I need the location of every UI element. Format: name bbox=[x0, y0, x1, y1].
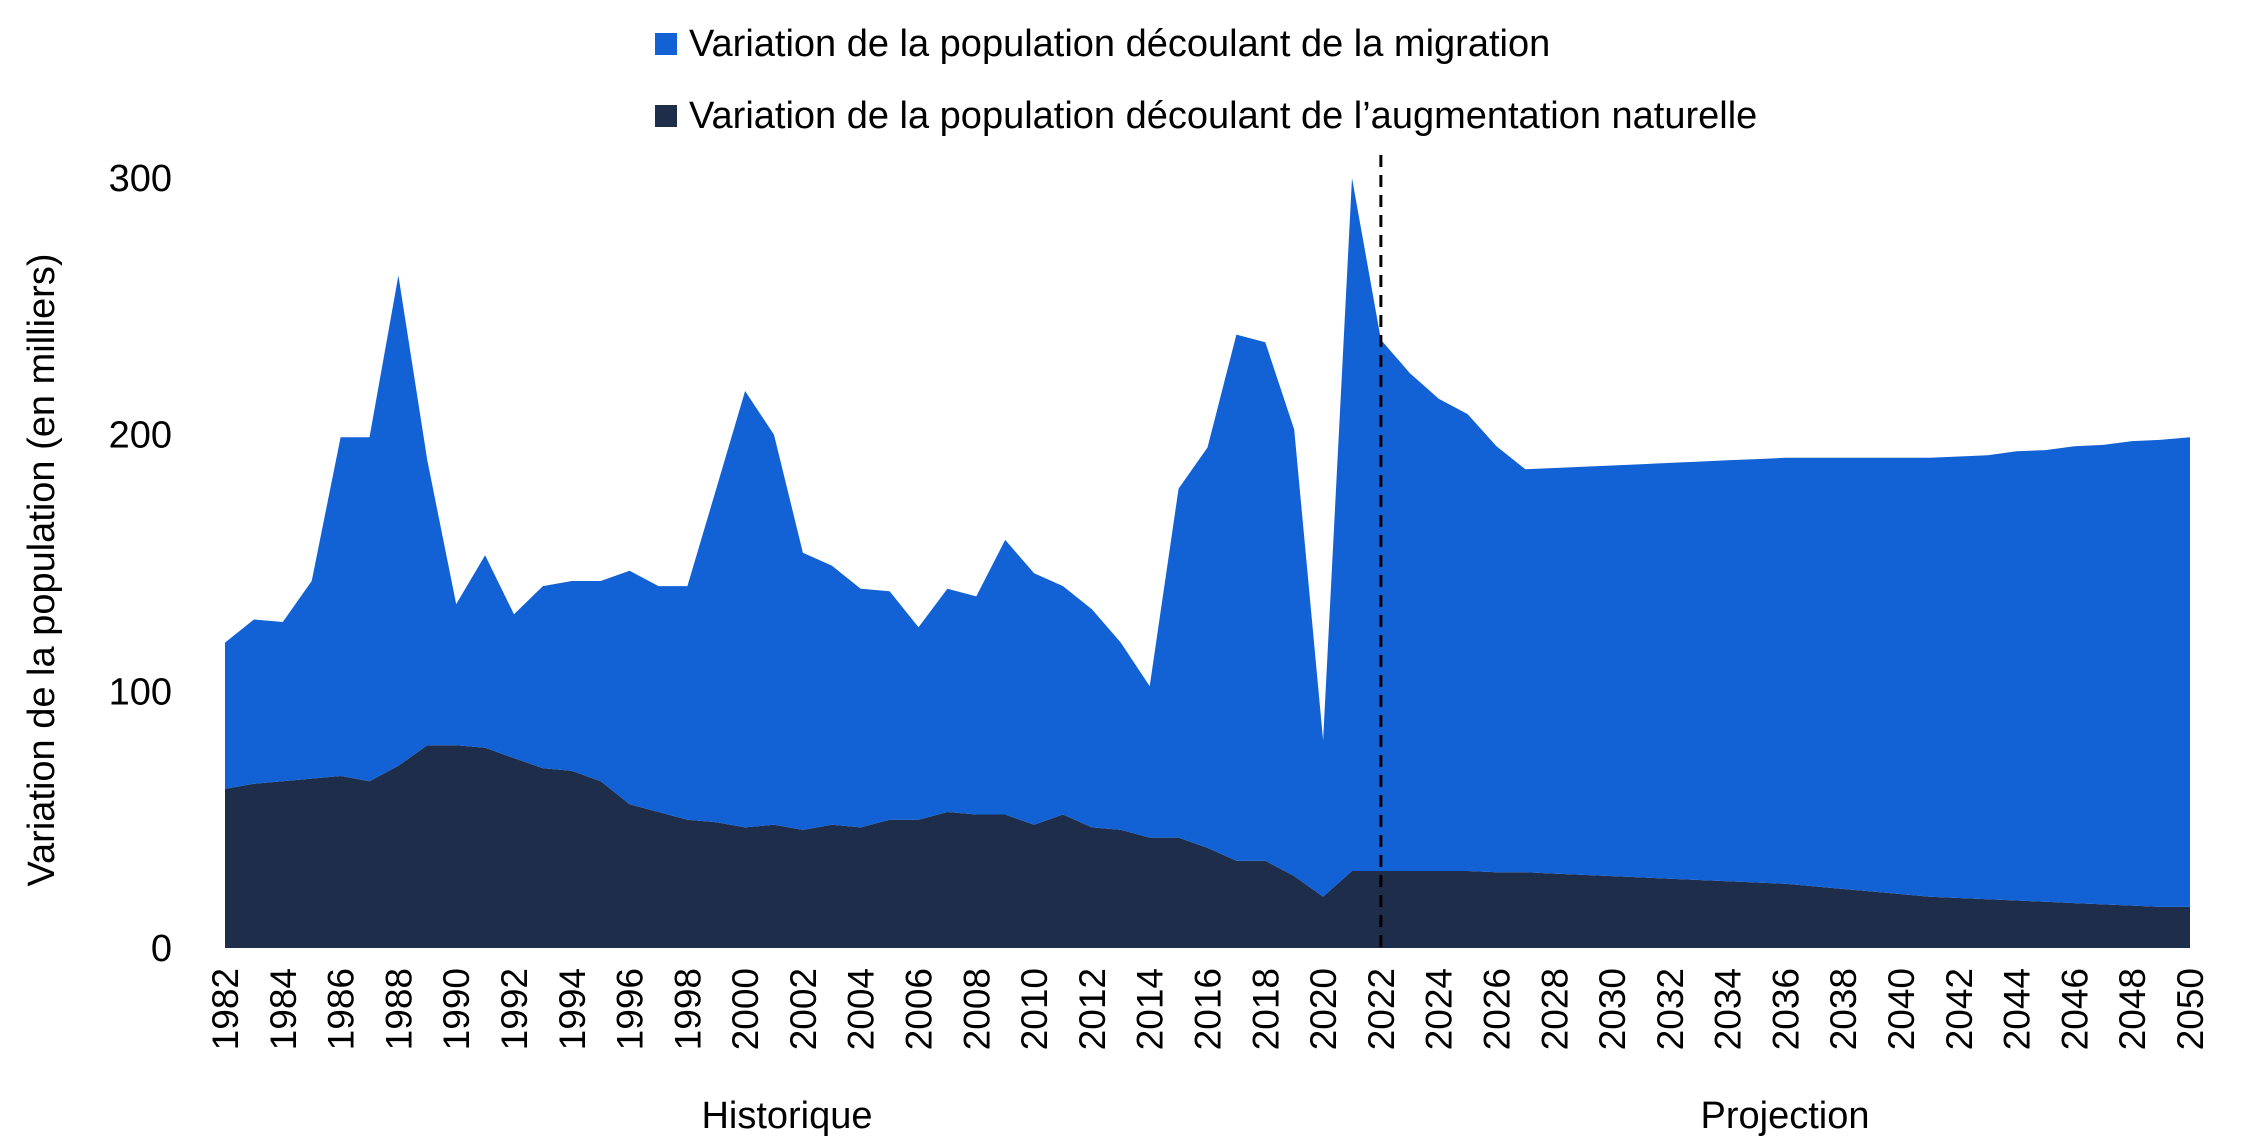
historique-label: Historique bbox=[701, 1095, 872, 1137]
x-tick-label: 1982 bbox=[205, 968, 246, 1050]
x-tick-label: 1992 bbox=[494, 968, 535, 1050]
x-axis: 1982 1984 1986 1988 1990 1992 1994 1996 1998 2000… bbox=[205, 968, 2211, 1050]
x-tick-label: 2042 bbox=[1939, 968, 1980, 1050]
legend-item-migration: Variation de la population découlant de … bbox=[655, 8, 1757, 80]
legend-label-natural-increase: Variation de la population découlant de … bbox=[689, 94, 1758, 137]
y-tick-label: 100 bbox=[109, 671, 172, 713]
x-tick-label: 2008 bbox=[956, 968, 997, 1050]
x-tick-label: 2044 bbox=[1997, 968, 2038, 1050]
area-layer bbox=[225, 178, 2190, 948]
x-tick-label: 2000 bbox=[725, 968, 766, 1050]
y-tick-label: 0 bbox=[151, 928, 172, 970]
x-tick-label: 2028 bbox=[1534, 968, 1575, 1050]
series-area-migration bbox=[225, 178, 2190, 907]
x-tick-label: 2036 bbox=[1765, 968, 1806, 1050]
x-tick-label: 2016 bbox=[1188, 968, 1229, 1050]
y-tick-label: 200 bbox=[109, 415, 172, 457]
x-tick-label: 2024 bbox=[1419, 968, 1460, 1050]
x-tick-label: 2014 bbox=[1130, 968, 1171, 1050]
x-tick-label: 2022 bbox=[1361, 968, 1402, 1050]
x-tick-label: 1994 bbox=[552, 968, 593, 1050]
x-tick-label: 2002 bbox=[783, 968, 824, 1050]
x-tick-label: 1996 bbox=[610, 968, 651, 1050]
x-tick-label: 1990 bbox=[436, 968, 477, 1050]
x-tick-label: 2048 bbox=[2112, 968, 2153, 1050]
x-tick-label: 2050 bbox=[2170, 968, 2211, 1050]
legend-item-natural-increase: Variation de la population découlant de … bbox=[655, 80, 1757, 152]
x-tick-label: 1986 bbox=[321, 968, 362, 1050]
x-tick-label: 1984 bbox=[263, 968, 304, 1050]
x-tick-label: 2010 bbox=[1014, 968, 1055, 1050]
y-tick-label: 300 bbox=[109, 158, 172, 200]
legend-swatch-natural-increase bbox=[655, 105, 677, 127]
y-axis-label: Variation de la population (en milliers) bbox=[21, 254, 63, 887]
x-tick-label: 2034 bbox=[1708, 968, 1749, 1050]
x-tick-label: 2046 bbox=[2054, 968, 2095, 1050]
legend: Variation de la population découlant de … bbox=[655, 8, 1757, 152]
x-tick-label: 2030 bbox=[1592, 968, 1633, 1050]
legend-swatch-migration bbox=[655, 33, 677, 55]
x-tick-label: 1998 bbox=[667, 968, 708, 1050]
series-area-natural-increase bbox=[225, 745, 2190, 948]
x-tick-label: 2012 bbox=[1072, 968, 1113, 1050]
x-tick-label: 2004 bbox=[841, 968, 882, 1050]
x-tick-label: 2040 bbox=[1881, 968, 1922, 1050]
x-tick-label: 2020 bbox=[1303, 968, 1344, 1050]
x-tick-label: 2032 bbox=[1650, 968, 1691, 1050]
x-tick-label: 2026 bbox=[1477, 968, 1518, 1050]
x-tick-label: 2006 bbox=[899, 968, 940, 1050]
x-tick-label: 1988 bbox=[378, 968, 419, 1050]
x-tick-label: 2018 bbox=[1245, 968, 1286, 1050]
y-axis: 0 100 200 300 bbox=[109, 158, 172, 970]
x-tick-label: 2038 bbox=[1823, 968, 1864, 1050]
legend-label-migration: Variation de la population découlant de … bbox=[689, 22, 1551, 65]
projection-label: Projection bbox=[1701, 1095, 1870, 1137]
